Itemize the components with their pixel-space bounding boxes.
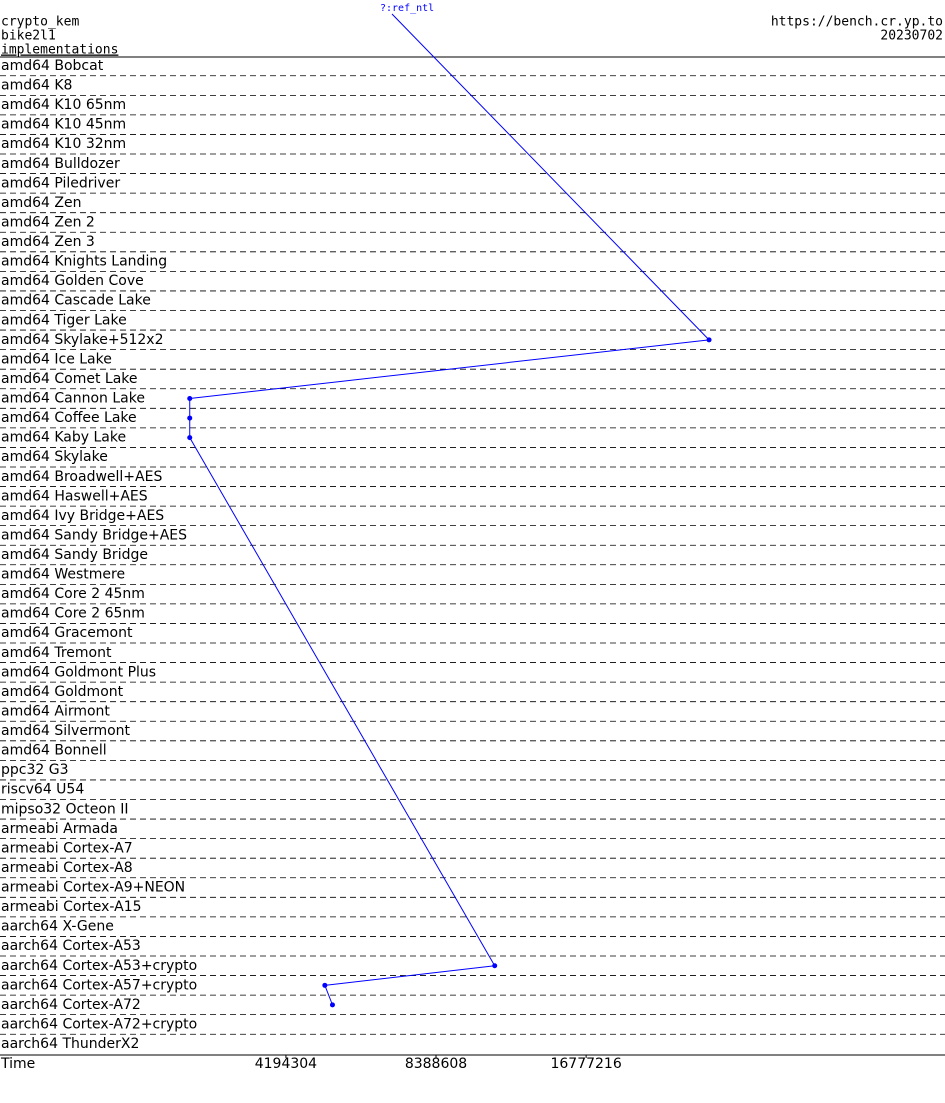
row-label: armeabi Cortex-A7	[1, 840, 133, 856]
row-label: amd64 K8	[1, 78, 72, 94]
row-label: aarch64 Cortex-A53	[1, 938, 141, 954]
row-label: armeabi Cortex-A15	[1, 899, 142, 915]
row-label: amd64 Core 2 45nm	[1, 586, 145, 602]
row-label: amd64 Sandy Bridge	[1, 547, 148, 563]
row-label: aarch64 Cortex-A57+crypto	[1, 977, 197, 993]
series-segment	[324, 965, 495, 986]
row-label: amd64 K10 32nm	[1, 136, 126, 152]
row-label: amd64 Silvermont	[1, 723, 131, 739]
row-label: amd64 Core 2 65nm	[1, 606, 145, 622]
row-label: amd64 Cascade Lake	[1, 293, 151, 309]
row-label: amd64 Airmont	[1, 703, 110, 719]
series-segment	[324, 985, 333, 1006]
data-point	[187, 396, 193, 402]
row-label: aarch64 Cortex-A53+crypto	[1, 958, 197, 974]
x-axis-label: Time	[0, 1056, 35, 1072]
row-label: amd64 Bobcat	[1, 58, 104, 74]
row-label: armeabi Armada	[1, 821, 118, 837]
series-label: ?:ref_ntl	[380, 3, 434, 14]
row-label: amd64 Kaby Lake	[1, 430, 126, 446]
system: bike2l1	[1, 29, 56, 44]
row-label: armeabi Cortex-A8	[1, 860, 133, 876]
row-label: amd64 Tiger Lake	[1, 312, 127, 328]
row-label: amd64 Haswell+AES	[1, 488, 148, 504]
url: https://bench.cr.yp.to	[771, 15, 943, 30]
row-label: amd64 Tremont	[1, 645, 112, 661]
data-point	[322, 982, 328, 988]
row-label: amd64 Goldmont	[1, 684, 124, 700]
x-tick-label: 4194304	[255, 1056, 317, 1072]
data-point	[706, 337, 712, 343]
row-label: amd64 Bonnell	[1, 743, 107, 759]
row-label: amd64 K10 65nm	[1, 97, 126, 113]
row-label: amd64 Cannon Lake	[1, 391, 145, 407]
x-tick-label: 16777216	[550, 1056, 621, 1072]
series-segment	[189, 437, 496, 967]
section: implementations	[1, 43, 118, 58]
row-label: riscv64 U54	[1, 782, 84, 798]
row-label: aarch64 X-Gene	[1, 919, 114, 935]
row-label: aarch64 Cortex-A72	[1, 997, 141, 1013]
row-label: amd64 Goldmont Plus	[1, 664, 156, 680]
series-segment	[189, 339, 710, 400]
row-label: amd64 Skylake	[1, 449, 108, 465]
row-label: amd64 Ice Lake	[1, 351, 112, 367]
date: 20230702	[880, 29, 943, 44]
data-point	[187, 415, 193, 421]
row-label: amd64 Westmere	[1, 567, 125, 583]
x-tick-label: 8388608	[405, 1056, 467, 1072]
row-label: aarch64 Cortex-A72+crypto	[1, 1016, 197, 1032]
row-label: amd64 K10 45nm	[1, 117, 126, 133]
row-label: mipso32 Octeon II	[1, 801, 129, 817]
data-point	[492, 963, 498, 969]
row-label: amd64 Zen 2	[1, 214, 95, 230]
data-point	[329, 1002, 335, 1008]
data-point	[187, 435, 193, 441]
row-label: amd64 Broadwell+AES	[1, 469, 162, 485]
row-label: ppc32 G3	[1, 762, 69, 778]
label-leader	[391, 13, 710, 341]
row-label: amd64 Sandy Bridge+AES	[1, 527, 187, 543]
row-label: amd64 Zen	[1, 195, 81, 211]
row-label: amd64 Bulldozer	[1, 156, 120, 172]
row-label: amd64 Comet Lake	[1, 371, 138, 387]
row-label: armeabi Cortex-A9+NEON	[1, 880, 185, 896]
row-label: amd64 Knights Landing	[1, 254, 167, 270]
row-label: amd64 Piledriver	[1, 175, 120, 191]
row-label: amd64 Coffee Lake	[1, 410, 137, 426]
row-label: amd64 Zen 3	[1, 234, 95, 250]
row-label: amd64 Golden Cove	[1, 273, 144, 289]
row-label: amd64 Ivy Bridge+AES	[1, 508, 164, 524]
row-label: amd64 Gracemont	[1, 625, 133, 641]
row-label: amd64 Skylake+512x2	[1, 332, 163, 348]
primitive: crypto_kem	[1, 15, 79, 30]
row-label: aarch64 ThunderX2	[1, 1036, 139, 1052]
